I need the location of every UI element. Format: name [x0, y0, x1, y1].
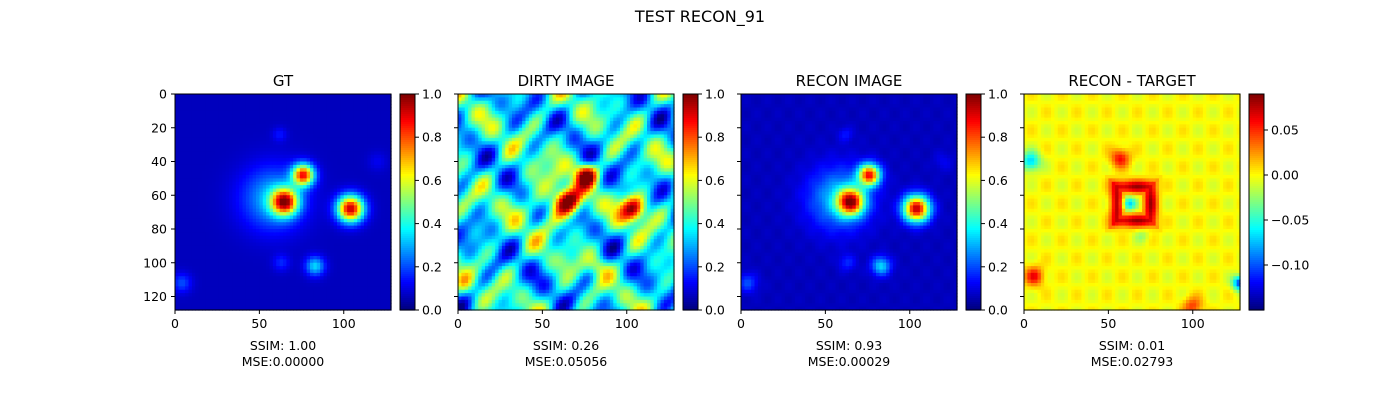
y-tick-label: 0	[159, 87, 167, 102]
axes-frame	[457, 93, 675, 311]
colorbar-tick-label: 0.0	[422, 303, 442, 318]
x-tick-label: 50	[817, 316, 833, 331]
colorbar-tick-label: 0.8	[422, 130, 442, 145]
heatmap-image	[458, 94, 675, 311]
x-tick-label: 0	[454, 316, 462, 331]
panel-title: DIRTY IMAGE	[518, 72, 615, 90]
colorbar-tick-label: 0.05	[1271, 123, 1299, 138]
y-tick-label: 120	[143, 289, 167, 304]
colorbar-tick-label: 1.0	[422, 87, 442, 102]
panels: GT 0 50 100 0 20 40 60 80 100 120 0.0 0.2 0.4 0.6 0.8 1.…	[143, 72, 1309, 369]
mse-label: MSE:0.02793	[1091, 354, 1174, 369]
x-tick-label: 0	[737, 316, 745, 331]
y-tick-label: 20	[151, 120, 167, 135]
figure-title: TEST RECON_91	[634, 7, 765, 27]
colorbar-tick-label: 0.0	[988, 303, 1008, 318]
colorbar-tick-label: 0.00	[1271, 168, 1299, 183]
panel-title: RECON IMAGE	[796, 72, 903, 90]
colorbar-tick-label: 0.4	[422, 216, 442, 231]
colorbar-tick-label: 1.0	[988, 87, 1008, 102]
x-tick-label: 50	[251, 316, 267, 331]
panel-3: RECON - TARGET 0 50 100 0.05 0.00 −0.05 −0.10 SS…	[1020, 72, 1309, 369]
colorbar-tick-label: 0.2	[705, 259, 725, 274]
x-tick-label: 0	[171, 316, 179, 331]
panel-0: GT 0 50 100 0 20 40 60 80 100 120 0.0 0.2 0.4 0.6 0.8 1.…	[143, 72, 442, 369]
heatmap-image	[1024, 94, 1241, 311]
colorbar-tick-label: 0.4	[988, 216, 1008, 231]
colorbar-tick-label: −0.05	[1271, 213, 1309, 228]
colorbar-tick-label: 0.2	[422, 259, 442, 274]
ssim-label: SSIM: 0.26	[533, 338, 599, 353]
ssim-label: SSIM: 1.00	[250, 338, 316, 353]
mse-label: MSE:0.00000	[242, 354, 325, 369]
mse-label: MSE:0.05056	[525, 354, 608, 369]
colorbar	[1248, 93, 1265, 311]
heatmap-image	[741, 94, 958, 311]
colorbar-tick-label: 0.8	[988, 130, 1008, 145]
colorbar-tick-label: 0.8	[705, 130, 725, 145]
y-tick-label: 100	[143, 255, 167, 270]
panel-2: RECON IMAGE 0 50 100 0.0 0.2 0.4 0.6 0.8 1.0 SSIM:…	[737, 72, 1008, 369]
mse-label: MSE:0.00029	[808, 354, 891, 369]
colorbar-tick-label: 0.2	[988, 259, 1008, 274]
ssim-label: SSIM: 0.01	[1099, 338, 1165, 353]
panel-title: GT	[273, 72, 294, 90]
y-tick-label: 40	[151, 154, 167, 169]
ssim-label: SSIM: 0.93	[816, 338, 882, 353]
axes-frame	[174, 93, 392, 311]
x-tick-label: 100	[1181, 316, 1205, 331]
y-tick-label: 80	[151, 222, 167, 237]
x-tick-label: 100	[898, 316, 922, 331]
x-tick-label: 50	[534, 316, 550, 331]
colorbar	[682, 93, 699, 311]
axes-frame	[1023, 93, 1241, 311]
y-tick-label: 60	[151, 188, 167, 203]
colorbar-tick-label: 1.0	[705, 87, 725, 102]
x-tick-label: 50	[1100, 316, 1116, 331]
x-tick-label: 0	[1020, 316, 1028, 331]
x-tick-label: 100	[332, 316, 356, 331]
panel-1: DIRTY IMAGE 0 50 100 0.0 0.2 0.4 0.6 0.8 1.0 SSIM:…	[454, 72, 725, 369]
colorbar	[399, 93, 416, 311]
x-tick-label: 100	[615, 316, 639, 331]
axes-frame	[740, 93, 958, 311]
panel-title: RECON - TARGET	[1068, 72, 1196, 90]
colorbar-tick-label: 0.6	[988, 173, 1008, 188]
colorbar-tick-label: 0.6	[422, 173, 442, 188]
colorbar-tick-label: 0.0	[705, 303, 725, 318]
colorbar	[965, 93, 982, 311]
colorbar-tick-label: 0.6	[705, 173, 725, 188]
colorbar-tick-label: −0.10	[1271, 258, 1309, 273]
colorbar-tick-label: 0.4	[705, 216, 725, 231]
heatmap-image	[175, 94, 392, 311]
